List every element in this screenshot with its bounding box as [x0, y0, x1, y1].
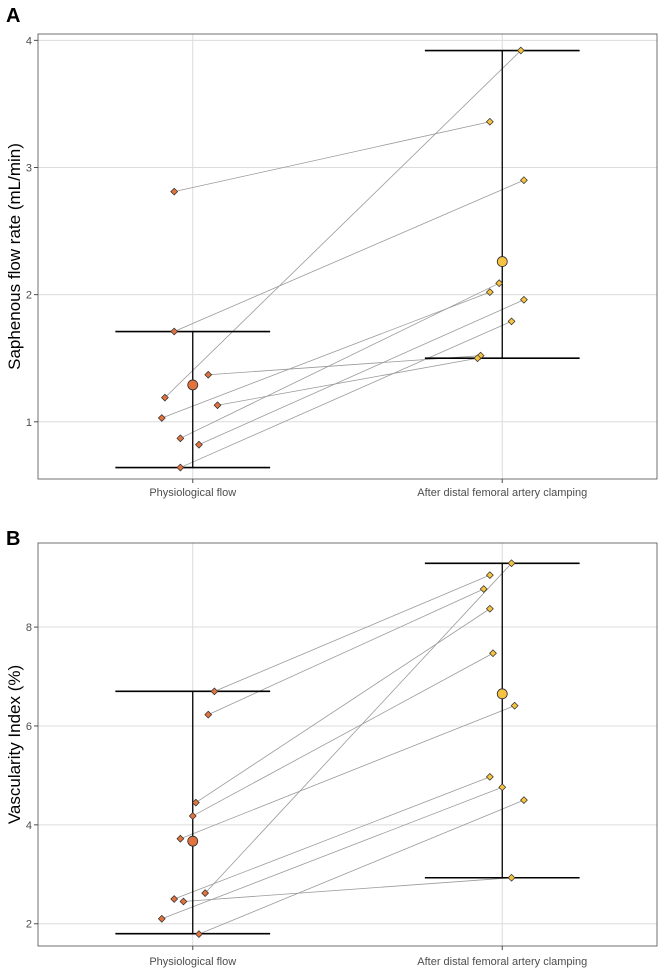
clamped-point — [520, 295, 528, 304]
y-tick-label: 4 — [26, 820, 32, 832]
paired-line — [198, 799, 525, 935]
physiological-mean-point — [187, 835, 199, 847]
clamped-point — [485, 772, 494, 781]
panel-letter: B — [6, 528, 20, 550]
x-category-label: After distal femoral artery clamping — [417, 487, 587, 499]
paired-line — [174, 776, 491, 900]
clamped-point — [489, 649, 497, 658]
physiological-point — [176, 834, 185, 843]
clamped-point — [495, 279, 504, 288]
panel-a: A 1 2 3 4 Physiological flow After distal femo… — [5, 5, 658, 499]
physiological-point — [204, 710, 213, 719]
paired-line — [204, 563, 512, 894]
paired-line — [192, 652, 494, 817]
y-tick-label: 2 — [26, 919, 32, 931]
physiological-point — [170, 327, 179, 336]
physiological-point — [170, 187, 179, 196]
paired-line — [174, 121, 490, 193]
physiological-point — [179, 897, 188, 906]
x-category-label: Physiological flow — [149, 487, 236, 499]
plot-border — [37, 542, 658, 947]
clamped-mean-point — [496, 256, 508, 267]
y-tick-label: 4 — [26, 35, 32, 47]
physiological-point — [201, 889, 210, 897]
physiological-mean-point — [187, 379, 199, 391]
y-tick-label: 2 — [26, 290, 32, 302]
clamped-point — [473, 354, 482, 363]
clamped-point — [507, 559, 516, 568]
x-category-label: After distal femoral artery clamping — [417, 956, 587, 968]
physiological-point — [188, 812, 197, 820]
paired-line — [208, 588, 484, 715]
paired-line — [174, 179, 525, 332]
paired-line — [180, 282, 500, 439]
paired-line — [183, 877, 512, 902]
physiological-point — [170, 895, 179, 903]
physiological-point — [204, 370, 213, 379]
plot-border — [37, 33, 658, 480]
physiological-point — [176, 434, 185, 443]
physiological-point — [213, 401, 222, 410]
y-tick-label: 3 — [26, 163, 32, 175]
clamped-point — [520, 176, 528, 185]
paired-line — [214, 574, 491, 692]
paired-line — [161, 291, 491, 419]
paired-line — [180, 705, 515, 840]
clamped-point — [520, 796, 528, 805]
clamped-point — [485, 288, 494, 296]
clamped-point — [498, 783, 507, 792]
y-axis-label: Saphenous flow rate (mL/min) — [5, 143, 24, 370]
paired-line — [180, 320, 512, 468]
clamped-point — [507, 873, 516, 882]
physiological-point — [210, 687, 219, 696]
y-axis-label: Vascularity Index (%) — [5, 665, 24, 824]
panel-b: B 2 4 6 8 Physiological flow After distal femo… — [5, 528, 658, 968]
physiological-point — [195, 440, 203, 449]
paired-line — [217, 357, 478, 406]
clamped-point — [485, 604, 494, 613]
physiological-point — [191, 798, 200, 807]
y-tick-label: 1 — [26, 417, 32, 429]
physiological-point — [157, 914, 166, 923]
paired-line — [164, 50, 522, 398]
clamped-point — [485, 571, 494, 580]
y-tick-label: 6 — [26, 721, 32, 733]
clamped-point — [485, 117, 494, 126]
physiological-point — [161, 393, 169, 402]
physiological-point — [195, 930, 203, 939]
x-category-label: Physiological flow — [149, 956, 236, 968]
clamped-point — [510, 701, 519, 710]
paired-line — [161, 786, 503, 920]
paired-line — [198, 299, 525, 446]
physiological-point — [157, 414, 166, 422]
physiological-point — [176, 463, 185, 472]
clamped-point — [479, 585, 488, 593]
clamped-point — [516, 46, 525, 55]
paired-line — [195, 608, 491, 803]
clamped-mean-point — [496, 688, 508, 700]
y-tick-label: 8 — [26, 622, 32, 634]
panel-letter: A — [6, 5, 20, 27]
clamped-point — [507, 317, 516, 326]
